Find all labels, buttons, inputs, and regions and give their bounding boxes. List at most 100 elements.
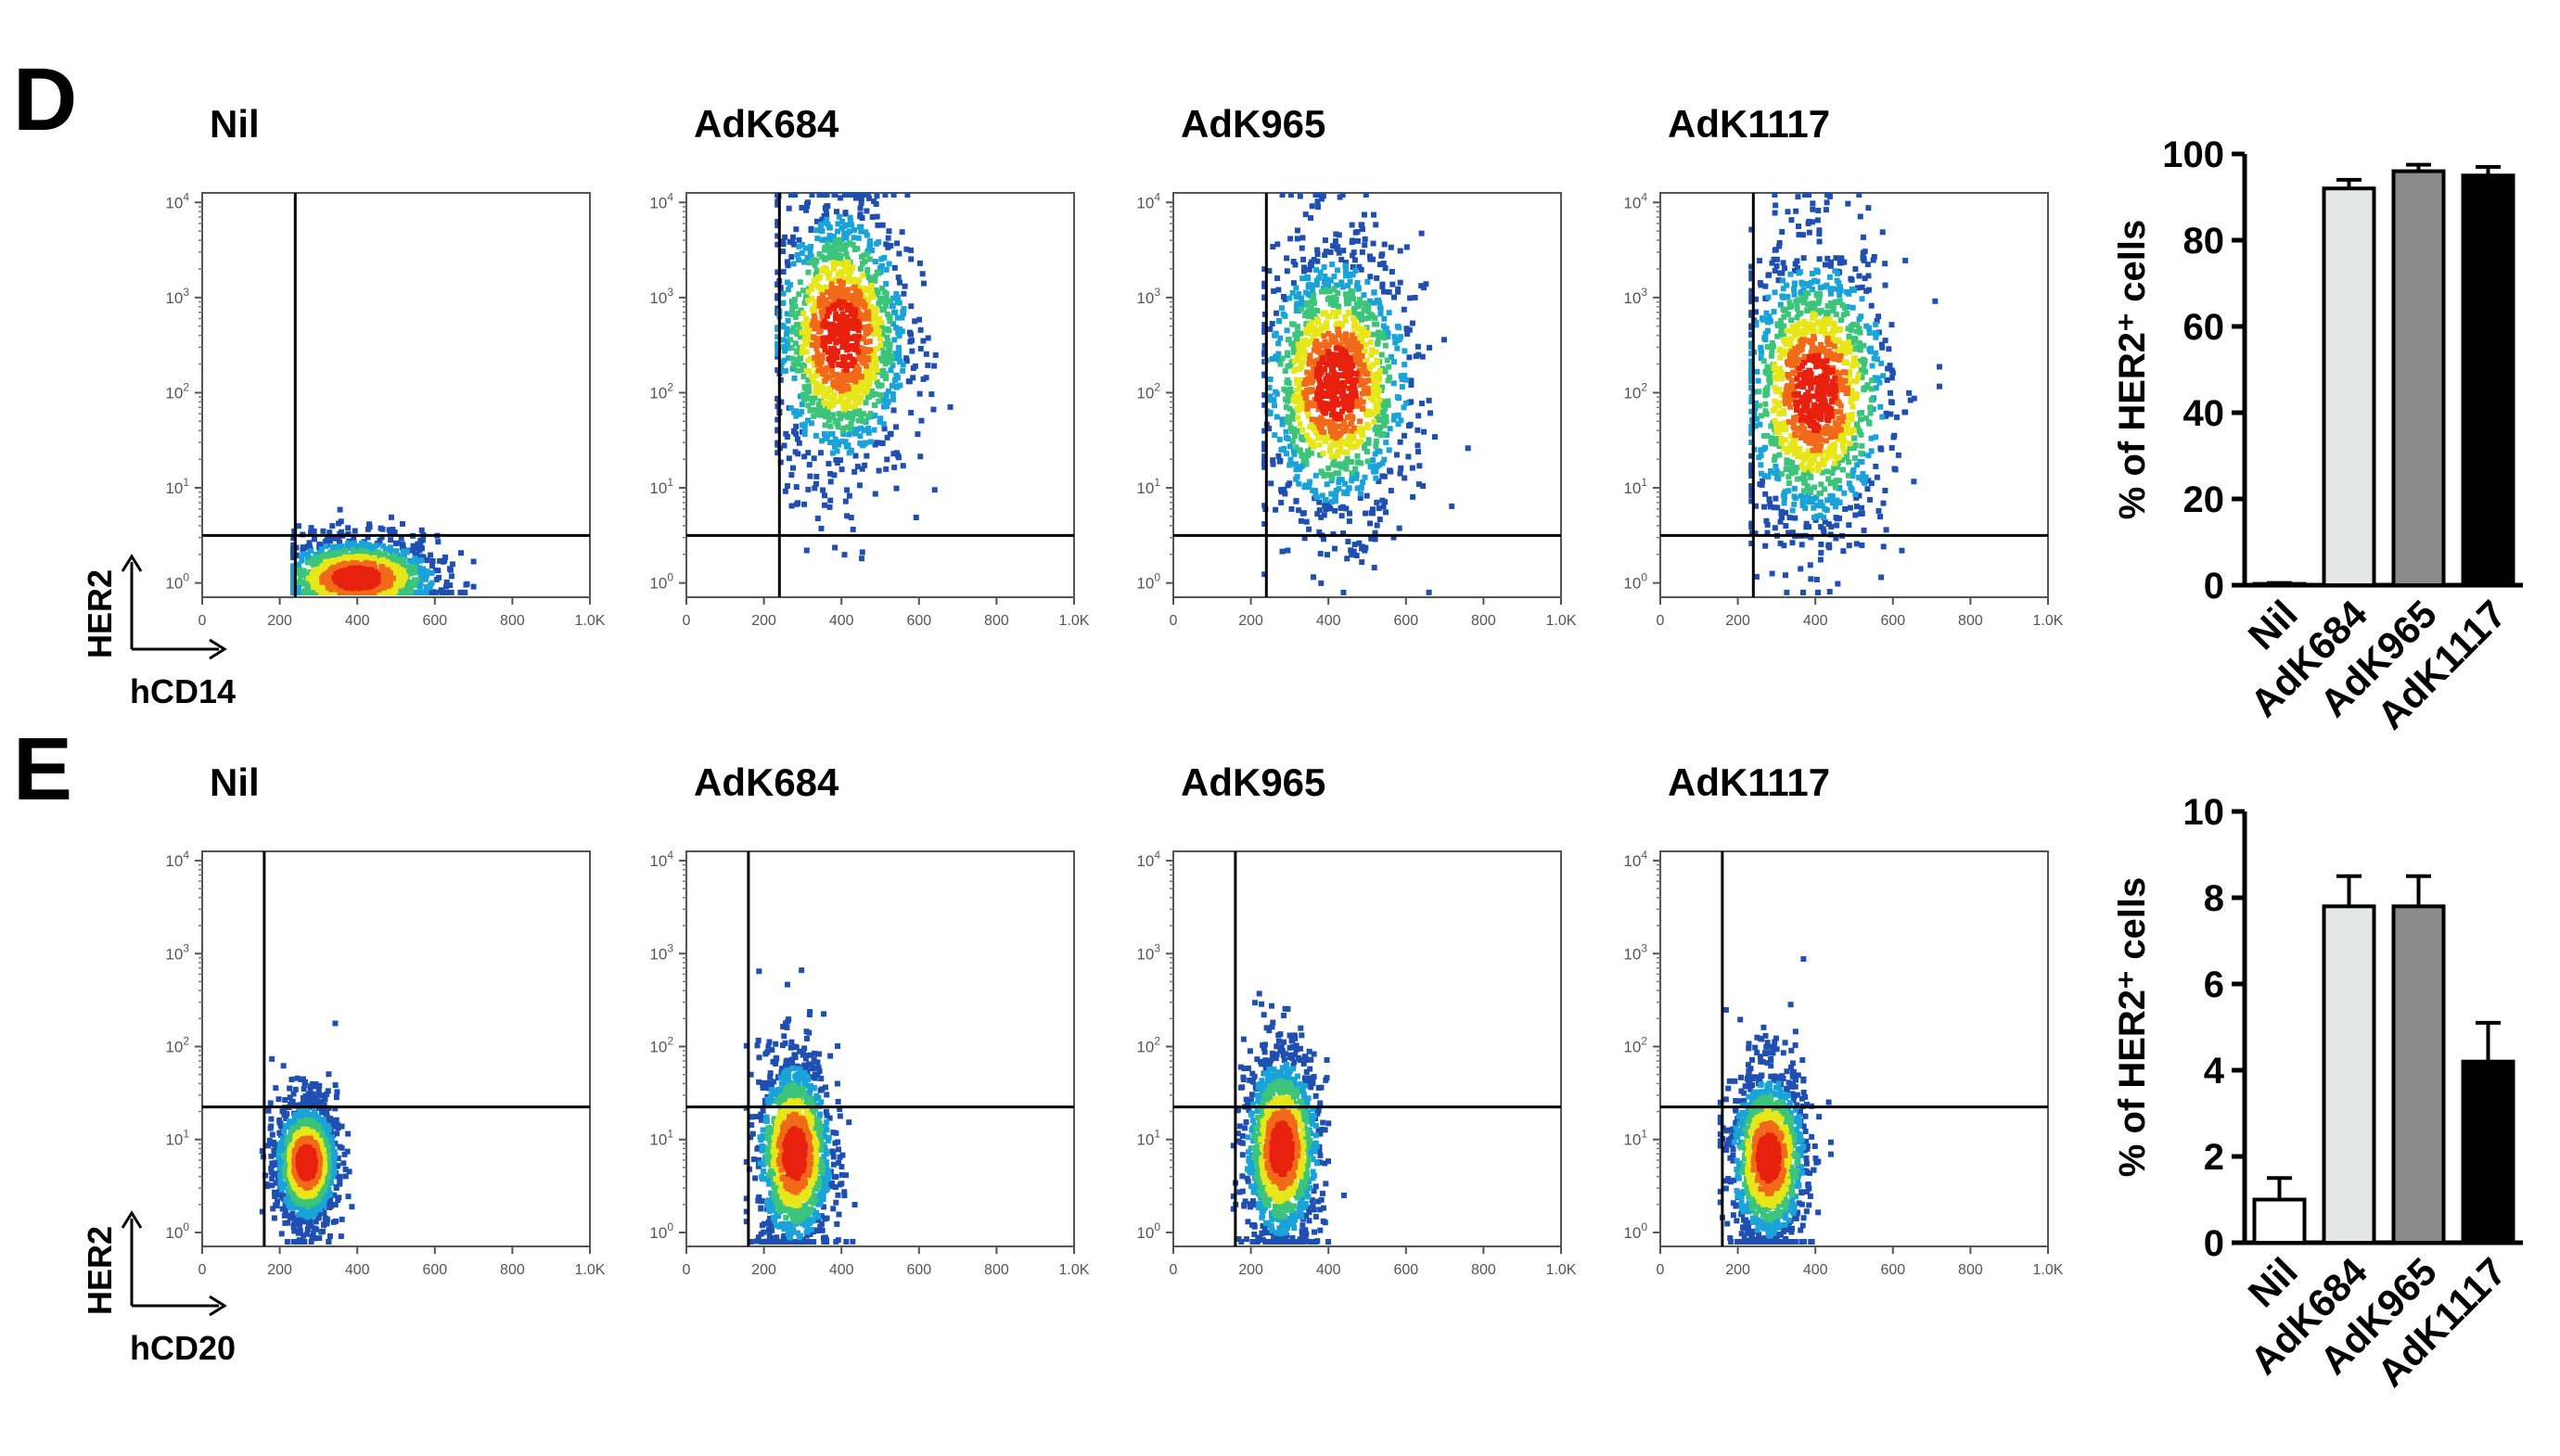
flow-event-point (1350, 435, 1357, 441)
flow-event-point (1776, 243, 1783, 249)
flow-event-point (893, 485, 900, 492)
flow-event-point (874, 367, 880, 374)
flow-event-point (837, 377, 843, 384)
flow-event-point (1402, 348, 1408, 354)
flow-event-point (1388, 488, 1394, 494)
flow-event-point (1879, 229, 1886, 236)
flow-event-point (1409, 465, 1415, 471)
flow-event-point (1408, 377, 1414, 384)
flow-event-point (1377, 416, 1384, 423)
flow-event-point (303, 572, 310, 579)
flow-event-point (872, 491, 878, 497)
flow-event-point (1298, 306, 1304, 313)
flow-event-point (796, 236, 802, 243)
flow-event-point (861, 315, 867, 322)
flow-event-point (813, 473, 820, 479)
flow-event-point (400, 548, 406, 555)
flow-event-point (1787, 271, 1794, 277)
flow-event-point (822, 347, 828, 353)
flow-event-point (1418, 401, 1425, 407)
flow-event-point (1376, 329, 1382, 336)
plot-frame (201, 192, 591, 598)
flow-event-point (323, 543, 329, 550)
flow-event-point (826, 504, 833, 510)
flow-event-point (330, 589, 337, 595)
flow-event-point (809, 296, 815, 302)
flow-event-point (1781, 494, 1787, 501)
flow-event-point (1272, 332, 1278, 338)
flow-event-point (846, 492, 852, 499)
flow-event-point (1875, 375, 1881, 381)
flow-event-point (1769, 260, 1775, 266)
flow-event-point (1748, 487, 1755, 493)
flow-event-point (826, 417, 832, 424)
flow-event-point (1382, 402, 1389, 408)
flow-event-point (1816, 256, 1823, 262)
flow-event-point (826, 309, 832, 315)
flow-event-point (1426, 589, 1432, 595)
flow-event-point (1301, 452, 1308, 458)
flow-event-point (917, 345, 924, 351)
flow-event-point (813, 345, 820, 351)
x-tick-label: 1.0K (1546, 613, 1577, 629)
flow-event-point (917, 326, 924, 333)
flow-event-point (784, 482, 790, 489)
flow-event-point (1284, 268, 1290, 275)
flow-event-point (865, 315, 872, 322)
flow-event-point (1315, 204, 1322, 211)
flow-event-point (1286, 393, 1292, 400)
y-tick-label: 102 (649, 380, 673, 402)
flow-event-point (855, 417, 862, 424)
flow-event-point (392, 548, 399, 555)
flow-event-point (1867, 404, 1874, 411)
flow-event-point (1326, 423, 1333, 429)
flow-event-point (788, 312, 795, 318)
flow-event-point (1276, 436, 1283, 442)
flow-event-point (1267, 393, 1274, 400)
flow-event-point (403, 549, 410, 556)
flow-event-point (1888, 375, 1895, 381)
flow-event-point (326, 537, 333, 543)
flow-event-point (1333, 487, 1339, 493)
flow-event-point (314, 568, 320, 574)
flow-event-point (1305, 308, 1312, 314)
flow-event-point (801, 300, 808, 306)
flow-event-point (800, 259, 807, 265)
y-tick-label: 100 (165, 571, 189, 593)
flow-event-point (894, 314, 901, 321)
flow-event-point (1806, 523, 1812, 530)
flow-event-point (889, 382, 895, 389)
flow-event-point (365, 581, 372, 587)
flow-event-point (1754, 368, 1760, 375)
flow-event-point (1868, 302, 1875, 309)
flow-event-point (391, 529, 398, 535)
flow-event-point (296, 579, 302, 585)
flow-event-point (1312, 427, 1318, 433)
flow-event-point (1334, 389, 1340, 395)
flow-event-point (827, 336, 834, 342)
flow-event-point (864, 348, 871, 354)
flow-event-point (1362, 547, 1368, 554)
flow-event-point (825, 221, 831, 227)
flow-event-point (368, 589, 375, 595)
flow-event-point (1278, 499, 1285, 505)
flow-event-point (1350, 548, 1357, 555)
flow-event-point (828, 281, 835, 287)
flow-event-point (833, 240, 839, 247)
flow-event-point (1353, 352, 1360, 359)
flow-event-point (1304, 405, 1311, 412)
flow-event-point (1748, 394, 1755, 401)
flow-event-point (888, 359, 894, 365)
flow-event-point (1297, 466, 1303, 473)
flow-event-point (1402, 362, 1408, 368)
flow-event-point (859, 215, 865, 222)
flow-event-point (1936, 364, 1942, 370)
flow-event-point (841, 552, 848, 558)
flow-event-point (890, 407, 897, 414)
flow-event-point (1261, 283, 1268, 289)
flow-event-point (1322, 251, 1328, 258)
flow-event-point (823, 324, 829, 330)
flow-event-point (826, 394, 833, 401)
flow-event-point (301, 568, 307, 574)
flow-event-point (879, 331, 886, 338)
